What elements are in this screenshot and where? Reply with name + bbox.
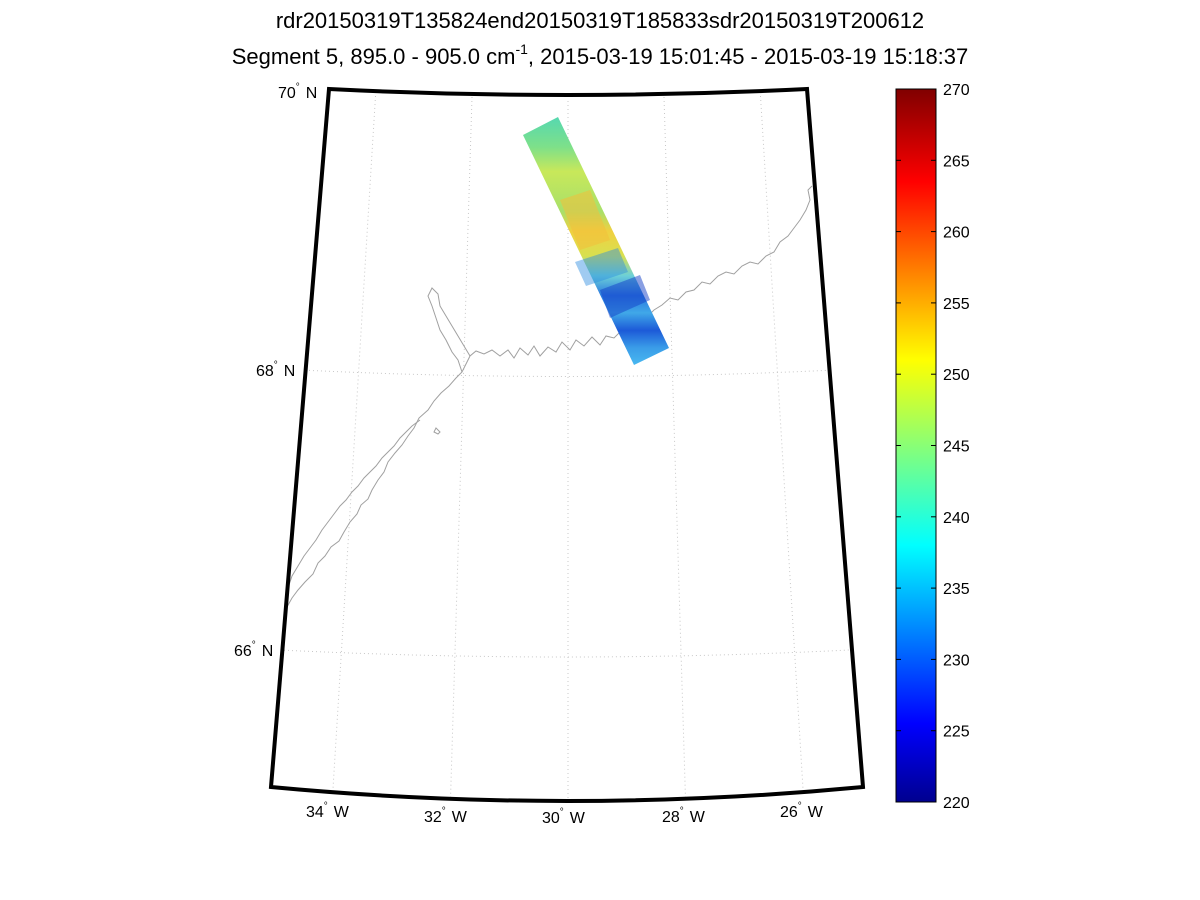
colorbar-tick-label: 230: [943, 652, 970, 669]
colorbar-tick-label: 235: [943, 581, 970, 598]
lon-labels: 34° W 32° W 30° W 28° W 26° W: [306, 801, 824, 827]
colorbar: 220 225 230 235 240 245 250 255 260 265 270: [895, 82, 970, 812]
swath-cold-band: [600, 275, 650, 318]
parallel-66: [279, 649, 850, 658]
lat-label-66: 66° N: [234, 640, 273, 660]
lon-label-28: 28° W: [662, 806, 706, 826]
meridian-34: [331, 89, 377, 801]
colorbar-tick-label: 240: [943, 510, 970, 527]
meridian-28: [663, 96, 687, 801]
meridian-32: [449, 96, 473, 801]
figure-subtitle: Segment 5, 895.0 - 905.0 cm-1, 2015-03-1…: [0, 41, 1200, 72]
lon-label-26: 26° W: [780, 801, 824, 821]
colorbar-tick-label: 260: [943, 225, 970, 242]
lon-label-32: 32° W: [424, 806, 468, 826]
lon-label-30: 30° W: [542, 807, 586, 827]
map-frame: [268, 86, 866, 803]
lon-label-34: 34° W: [306, 801, 350, 821]
lat-labels: 70° N 68° N 66° N: [234, 82, 317, 660]
colorbar-tick-label: 270: [943, 82, 970, 99]
lat-label-70: 70° N: [278, 82, 317, 102]
subtitle-exponent: -1: [515, 41, 528, 57]
colorbar-gradient: [895, 88, 937, 803]
satellite-swath: [523, 117, 669, 365]
coastline: [286, 185, 813, 608]
colorbar-tick-label: 220: [943, 795, 970, 812]
colorbar-ticks: 220 225 230 235 240 245 250 255 260 265 270: [896, 82, 970, 812]
colorbar-tick-label: 255: [943, 296, 970, 313]
colorbar-tick-label: 245: [943, 439, 970, 456]
subtitle-segment: Segment 5, 895.0 - 905.0 cm: [231, 44, 516, 69]
colorbar-tick-label: 265: [943, 153, 970, 170]
subtitle-time-range: , 2015-03-19 15:01:45 - 2015-03-19 15:18…: [527, 44, 969, 69]
lat-label-68: 68° N: [256, 360, 295, 380]
colorbar-tick-label: 250: [943, 367, 970, 384]
swath-cold-band-2: [575, 248, 628, 286]
meridian-26: [759, 89, 805, 801]
colorbar-tick-label: 225: [943, 724, 970, 741]
swath-warm-band: [560, 190, 610, 250]
figure-title: rdr20150319T135824end20150319T185833sdr2…: [275, 8, 925, 33]
